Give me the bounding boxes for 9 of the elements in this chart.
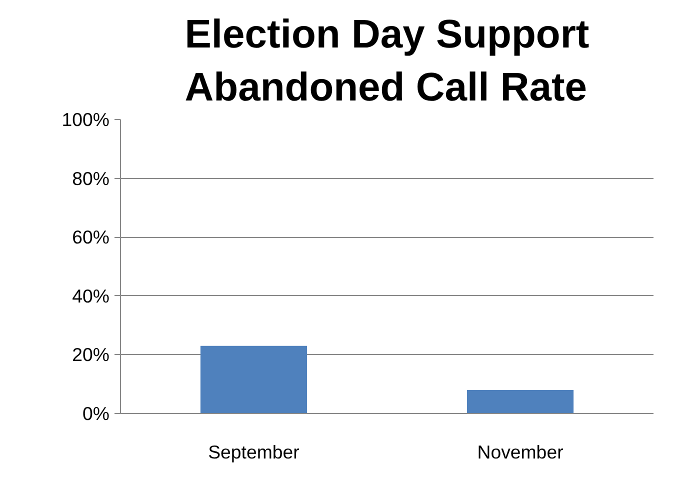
y-tick-label: 60% [72, 226, 110, 248]
y-tick-label: 100% [62, 109, 110, 130]
x-tick-label: November [477, 442, 564, 462]
y-tick-label: 40% [72, 285, 110, 306]
y-tick-label: 80% [72, 168, 110, 189]
x-tick-label: September [208, 442, 300, 462]
chart-title: Election Day Support Abandoned Call Rate [184, 12, 590, 110]
y-tick-label: 20% [72, 344, 110, 366]
y-tick-label: 0% [82, 403, 110, 424]
